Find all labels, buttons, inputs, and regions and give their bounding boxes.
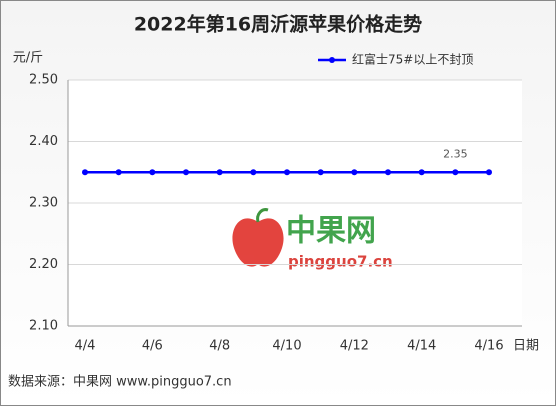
data-point (115, 169, 122, 176)
watermark-brand: 中果网 (286, 214, 376, 249)
legend-label: 红富士75#以上不封顶 (352, 52, 473, 67)
y-tick-label: 2.40 (29, 134, 58, 149)
x-tick-label: 4/12 (340, 339, 369, 354)
x-tick-label: 4/8 (209, 339, 230, 354)
data-point (250, 169, 257, 176)
data-point (452, 169, 459, 176)
y-tick-label: 2.20 (29, 257, 58, 272)
data-point (149, 169, 156, 176)
x-tick-label: 4/10 (272, 339, 301, 354)
watermark-url: pingguo7.cn (288, 253, 393, 271)
data-point (385, 169, 391, 176)
x-tick-label: 4/14 (407, 339, 436, 354)
data-point (82, 169, 88, 176)
y-tick-label: 2.50 (29, 73, 58, 88)
data-label: 2.35 (443, 147, 468, 160)
data-point (284, 169, 290, 176)
y-axis-label: 元/斤 (13, 51, 43, 66)
y-tick-label: 2.30 (29, 196, 58, 211)
data-point (486, 169, 492, 176)
chart-title: 2022年第16周沂源苹果价格走势 (134, 13, 422, 36)
logo-apple (232, 218, 284, 267)
x-tick-label: 4/16 (474, 339, 503, 354)
watermark: 中果网 pingguo7.cn (232, 208, 393, 271)
x-axis-label: 日期 (513, 339, 539, 354)
data-point (216, 169, 223, 176)
y-tick-label: 2.10 (29, 319, 58, 334)
data-point (317, 169, 324, 176)
data-point (351, 169, 358, 176)
logo-stem (256, 208, 269, 223)
data-point (418, 169, 425, 176)
x-tick-label: 4/6 (142, 339, 163, 354)
source: 数据来源：中果网 www.pingguo7.cn (8, 375, 232, 390)
data-point (183, 169, 189, 176)
x-tick-label: 4/4 (75, 339, 96, 354)
legend-marker (329, 57, 335, 63)
